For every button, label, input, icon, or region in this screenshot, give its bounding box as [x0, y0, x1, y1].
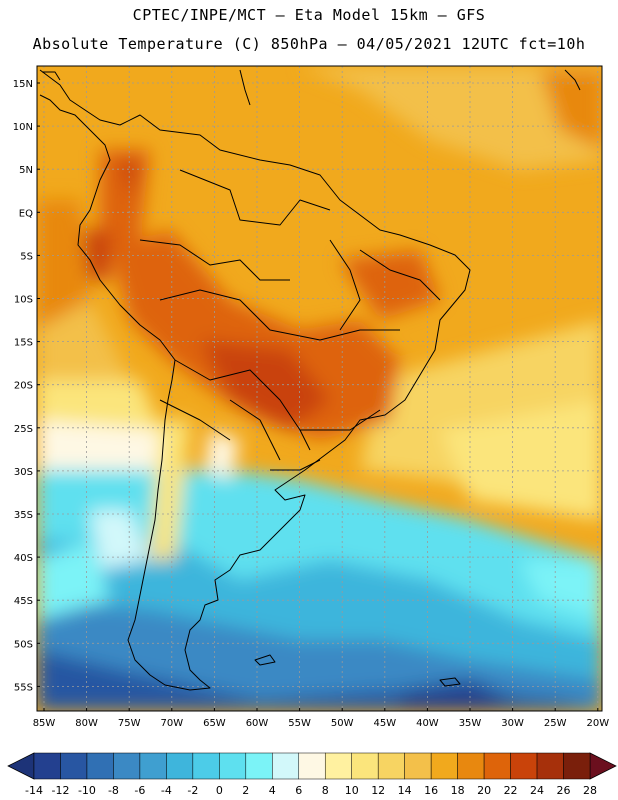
lon-label: 55W: [288, 718, 311, 729]
colorbar-label: 14: [398, 784, 412, 797]
colorbar-swatch: [272, 752, 300, 780]
colorbar: -14 -12 -10 -8 -6 -4 -2 0 2 4 6 8 10 12 14 16 18 20 22 24 26…: [7, 752, 617, 797]
colorbar-swatch: [563, 752, 591, 780]
lon-label: 65W: [203, 718, 226, 729]
colorbar-swatch: [245, 752, 273, 780]
plot-border: [36, 65, 603, 712]
colorbar-swatch: [510, 752, 538, 780]
lon-label: 80W: [75, 718, 98, 729]
lat-label: 5N: [19, 165, 33, 176]
colorbar-label: 8: [322, 784, 329, 797]
colorbar-label: -14: [25, 784, 43, 797]
colorbar-swatch: [430, 752, 458, 780]
colorbar-low-arrow: [7, 752, 35, 780]
lon-label: 70W: [160, 718, 183, 729]
colorbar-label: 26: [557, 784, 571, 797]
colorbar-swatch: [139, 752, 167, 780]
lat-label: EQ: [19, 208, 33, 219]
colorbar-label: 10: [345, 784, 359, 797]
lat-label: 15S: [14, 338, 33, 349]
lon-label: 60W: [246, 718, 269, 729]
lon-label: 25W: [544, 718, 567, 729]
colorbar-label: -8: [108, 784, 119, 797]
colorbar-label: 22: [504, 784, 518, 797]
colorbar-label: -2: [187, 784, 198, 797]
colorbar-swatch: [457, 752, 485, 780]
colorbar-swatch: [219, 752, 247, 780]
colorbar-label: 28: [583, 784, 597, 797]
lon-label: 20W: [586, 718, 609, 729]
lon-label: 45W: [373, 718, 396, 729]
title-line-2: Absolute Temperature (C) 850hPa – 04/05/…: [32, 35, 586, 53]
coastlines: [39, 69, 581, 691]
lon-label: 40W: [416, 718, 439, 729]
colorbar-label: 16: [424, 784, 438, 797]
lat-label: 45S: [14, 596, 33, 607]
lon-label: 30W: [501, 718, 524, 729]
lat-label: 20S: [14, 381, 33, 392]
colorbar-label: 0: [216, 784, 223, 797]
colorbar-label: 2: [242, 784, 249, 797]
colorbar-label: 12: [371, 784, 385, 797]
lat-label: 5S: [20, 251, 33, 262]
lat-label: 15N: [13, 79, 33, 90]
colorbar-label: 18: [451, 784, 465, 797]
colorbar-swatch: [192, 752, 220, 780]
lon-label: 85W: [33, 718, 56, 729]
colorbar-label: -10: [78, 784, 96, 797]
colorbar-high-arrow: [589, 752, 617, 780]
colorbar-label: -12: [51, 784, 69, 797]
lon-label: 75W: [118, 718, 141, 729]
colorbar-swatch: [377, 752, 405, 780]
lat-label: 55S: [14, 682, 33, 693]
colorbar-label: 4: [269, 784, 276, 797]
colorbar-swatch: [324, 752, 352, 780]
colorbar-swatch: [536, 752, 564, 780]
colorbar-label: 6: [295, 784, 302, 797]
lat-label: 50S: [14, 639, 33, 650]
lon-label: 50W: [331, 718, 354, 729]
colorbar-swatch: [351, 752, 379, 780]
lat-label: 35S: [14, 510, 33, 521]
lat-label: 25S: [14, 424, 33, 435]
lon-label: 35W: [459, 718, 482, 729]
colorbar-label: 24: [530, 784, 544, 797]
colorbar-swatch: [60, 752, 88, 780]
lat-label: 40S: [14, 553, 33, 564]
colorbar-swatch: [483, 752, 511, 780]
colorbar-swatch: [166, 752, 194, 780]
lat-label: 10S: [14, 295, 33, 306]
colorbar-label: -6: [134, 784, 145, 797]
graticule: [37, 66, 602, 711]
colorbar-swatch: [113, 752, 141, 780]
colorbar-swatch: [86, 752, 114, 780]
colorbar-swatch: [298, 752, 326, 780]
colorbar-swatch: [33, 752, 61, 780]
lat-label: 10N: [13, 122, 33, 133]
colorbar-label: 20: [477, 784, 491, 797]
colorbar-swatch: [404, 752, 432, 780]
temperature-field: [37, 66, 602, 711]
lat-label: 30S: [14, 467, 33, 478]
title-line-1: CPTEC/INPE/MCT – Eta Model 15km – GFS: [132, 6, 486, 24]
longitude-labels: 85W 80W 75W 70W 65W 60W 55W 50W 45W 40W 35W 30W 25W 2…: [33, 708, 609, 729]
colorbar-label: -4: [161, 784, 172, 797]
latitude-labels: 15N 10N 5N EQ 5S 10S 15S 20S 25S 30S 35S 40S 45S 50S 5…: [13, 79, 40, 693]
